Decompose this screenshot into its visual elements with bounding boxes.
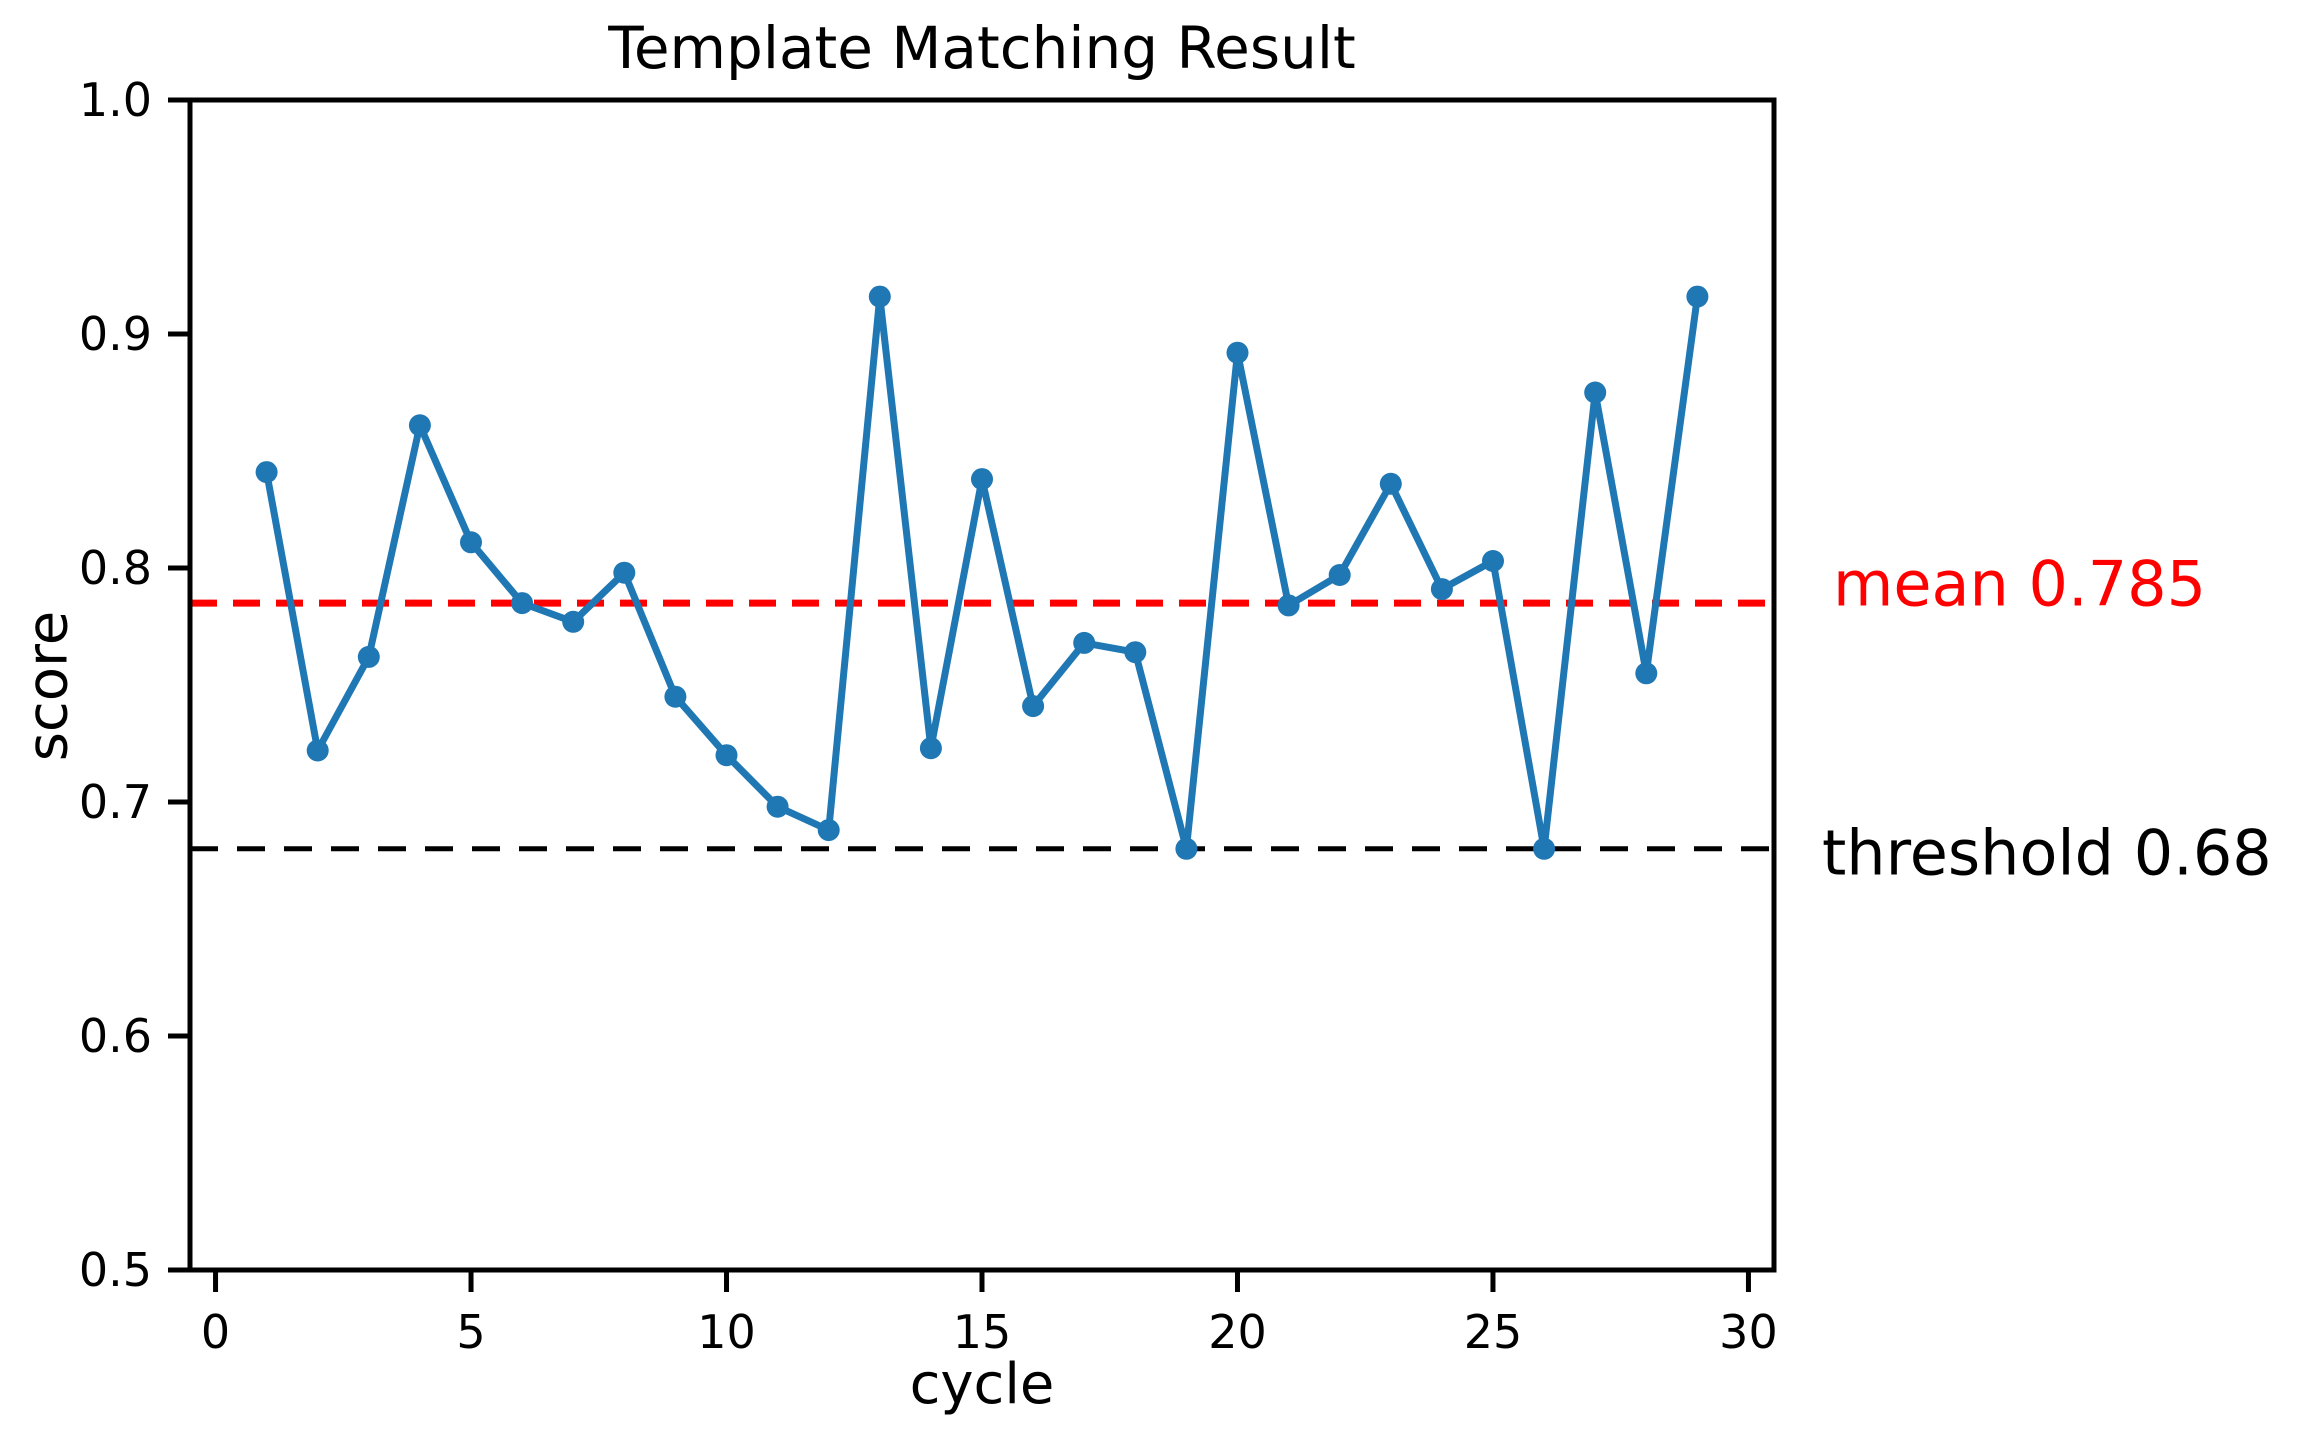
- x-tick-label: 20: [1208, 1305, 1267, 1359]
- data-point-marker-cycle-4: [408, 414, 431, 437]
- data-point-marker-cycle-10: [715, 744, 738, 767]
- y-tick-label: 1.0: [79, 73, 152, 127]
- data-point-marker-cycle-6: [511, 592, 534, 615]
- y-tick-label: 0.6: [79, 1009, 152, 1063]
- axes-spines: [187, 97, 1777, 1273]
- data-point-marker-cycle-7: [562, 610, 585, 633]
- x-tick-label: 30: [1719, 1305, 1778, 1359]
- data-point-marker-cycle-24: [1430, 578, 1453, 601]
- score-series-line: [263, 293, 1701, 853]
- y-tick-label: 0.5: [79, 1243, 152, 1297]
- data-point-marker-cycle-20: [1226, 341, 1249, 364]
- chart-title: Template Matching Result: [608, 14, 1356, 82]
- data-point-marker-cycle-17: [1073, 631, 1096, 654]
- data-point-marker-cycle-3: [357, 645, 380, 668]
- data-point-marker-cycle-19: [1175, 837, 1198, 860]
- data-point-marker-cycle-5: [460, 531, 482, 554]
- x-tick-label: 15: [953, 1305, 1012, 1359]
- y-tick-label: 0.9: [79, 307, 152, 361]
- data-point-marker-cycle-29: [1686, 285, 1709, 308]
- data-point-marker-cycle-9: [664, 685, 687, 708]
- data-point-marker-cycle-12: [817, 819, 840, 842]
- data-point-marker-cycle-11: [766, 795, 789, 818]
- y-tick-label: 0.8: [79, 541, 152, 595]
- mean-line-annotation: mean 0.785: [1833, 547, 2207, 621]
- y-tick-label: 0.7: [79, 775, 152, 829]
- data-point-marker-cycle-25: [1482, 550, 1504, 572]
- data-point-marker-cycle-26: [1533, 837, 1556, 860]
- data-point-marker-cycle-27: [1584, 381, 1607, 404]
- data-point-marker-cycle-13: [868, 285, 891, 308]
- data-point-marker-cycle-22: [1328, 564, 1351, 586]
- x-tick-label: 10: [697, 1305, 756, 1359]
- data-point-marker-cycle-8: [613, 561, 636, 584]
- data-point-marker-cycle-18: [1124, 641, 1147, 664]
- x-tick-label: 25: [1464, 1305, 1523, 1359]
- data-point-marker-cycle-2: [306, 739, 329, 762]
- data-point-marker-cycle-1: [255, 461, 278, 484]
- data-point-marker-cycle-21: [1277, 594, 1300, 617]
- data-point-marker-cycle-15: [971, 468, 993, 491]
- data-point-marker-cycle-23: [1379, 472, 1402, 495]
- data-point-marker-cycle-14: [919, 737, 942, 760]
- x-tick-label: 0: [201, 1305, 230, 1359]
- x-axis-label: cycle: [909, 1352, 1055, 1417]
- data-point-marker-cycle-28: [1635, 662, 1658, 685]
- data-point-marker-cycle-16: [1022, 695, 1045, 718]
- x-tick-label: 5: [456, 1305, 485, 1359]
- threshold-line-annotation: threshold 0.68: [1822, 816, 2272, 890]
- y-axis-label: score: [15, 610, 81, 762]
